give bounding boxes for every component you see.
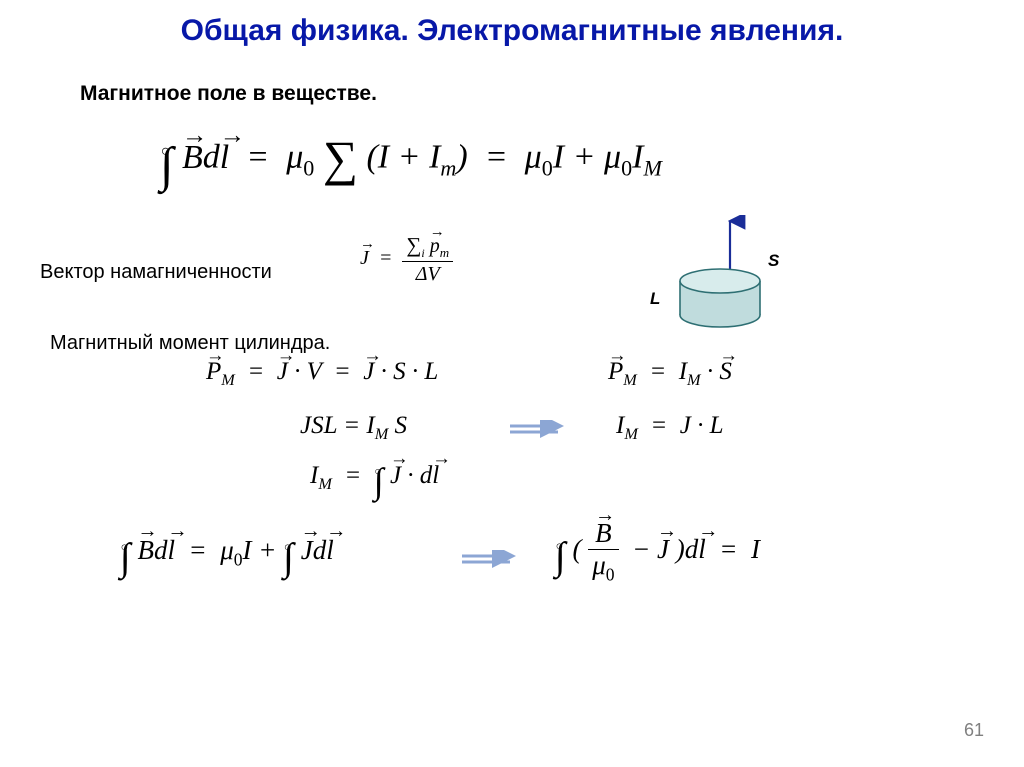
cylinder-diagram: S L xyxy=(670,215,830,335)
equation-im-integral: IM = ∫ J · dl xyxy=(310,460,439,502)
equation-magnetization: J = ∑i pm ΔV xyxy=(360,235,453,284)
equation-jsl: JSL = IM S xyxy=(300,412,407,444)
equation-h-field: ∫ ( B μ0 − J )dl = I xyxy=(555,520,760,584)
equation-circulation-b: ∫ Bdl = μ0 ∑ (I + Im) = μ0I + μ0IM xyxy=(160,130,662,193)
equation-bdl-expanded: ∫ Bdl = μ0I + ∫ Jdl xyxy=(120,535,334,580)
page-number: 61 xyxy=(964,720,984,741)
equation-pm-is: PM = IM · S xyxy=(608,358,732,390)
implies-arrow-icon xyxy=(508,420,570,438)
equation-pm-jv: PM = J · V = J · S · L xyxy=(206,358,438,390)
page-title: Общая физика. Электромагнитные явления. xyxy=(0,14,1024,48)
equation-im-jl: IM = J · L xyxy=(616,412,724,444)
cylinder-label-l: L xyxy=(650,289,660,309)
label-magnetization-vector: Вектор намагниченности xyxy=(40,261,272,284)
subtitle: Магнитное поле в веществе. xyxy=(80,82,377,106)
cylinder-label-s: S xyxy=(768,251,779,271)
implies-arrow-icon xyxy=(460,550,522,568)
slide: Общая физика. Электромагнитные явления. … xyxy=(0,0,1024,767)
